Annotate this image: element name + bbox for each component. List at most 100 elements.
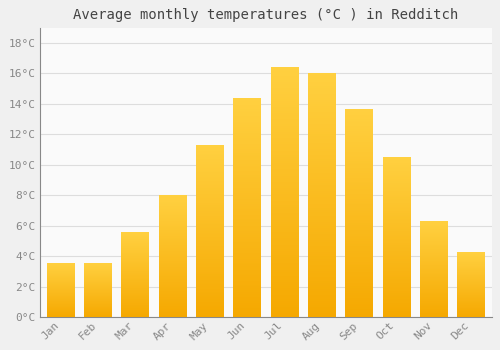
Bar [270,157,298,159]
Bar [270,276,298,278]
Bar [122,242,150,243]
Bar [345,192,373,194]
Bar [382,229,410,231]
Bar [382,203,410,204]
Bar [196,247,224,248]
Bar [234,285,262,286]
Bar [420,283,448,284]
Bar [158,202,186,203]
Bar [84,289,112,290]
Bar [46,283,74,284]
Bar [457,255,485,256]
Bar [420,262,448,263]
Bar [122,310,150,311]
Bar [345,225,373,227]
Bar [46,269,74,270]
Bar [457,266,485,267]
Bar [345,298,373,300]
Bar [196,177,224,178]
Bar [196,155,224,156]
Bar [84,283,112,284]
Bar [84,290,112,291]
Bar [270,71,298,74]
Bar [420,311,448,312]
Bar [420,268,448,269]
Bar [345,278,373,279]
Bar [158,273,186,274]
Bar [234,279,262,281]
Bar [158,251,186,252]
Bar [345,152,373,154]
Bar [308,265,336,267]
Bar [234,182,262,184]
Bar [345,135,373,136]
Bar [345,211,373,213]
Bar [46,282,74,283]
Bar [158,305,186,306]
Bar [270,134,298,136]
Bar [457,285,485,286]
Bar [234,169,262,171]
Bar [382,200,410,201]
Bar [457,267,485,268]
Bar [270,186,298,188]
Bar [84,314,112,315]
Bar [345,281,373,283]
Bar [158,300,186,301]
Bar [345,159,373,161]
Bar [382,279,410,280]
Bar [345,161,373,162]
Bar [308,246,336,248]
Bar [308,228,336,230]
Bar [270,163,298,165]
Bar [382,308,410,309]
Bar [46,262,74,263]
Bar [308,303,336,305]
Bar [345,222,373,223]
Bar [122,238,150,239]
Bar [122,301,150,302]
Bar [122,313,150,314]
Bar [234,220,262,222]
Bar [345,190,373,192]
Bar [345,239,373,241]
Bar [345,166,373,168]
Bar [158,270,186,271]
Bar [345,244,373,246]
Bar [122,290,150,291]
Bar [158,282,186,283]
Bar [84,302,112,303]
Bar [270,278,298,280]
Bar [196,290,224,292]
Bar [345,227,373,229]
Bar [122,269,150,270]
Bar [308,238,336,240]
Bar [270,261,298,263]
Bar [308,124,336,126]
Bar [382,165,410,167]
Bar [84,304,112,305]
Bar [457,282,485,283]
Bar [270,151,298,153]
Bar [158,206,186,208]
Bar [270,228,298,230]
Bar [382,172,410,173]
Bar [308,173,336,175]
Bar [270,219,298,222]
Bar [122,294,150,295]
Bar [234,111,262,112]
Bar [420,232,448,233]
Bar [46,311,74,312]
Bar [122,300,150,301]
Bar [158,208,186,209]
Bar [457,297,485,298]
Bar [382,278,410,279]
Bar [234,164,262,166]
Bar [420,291,448,292]
Bar [196,272,224,273]
Bar [382,186,410,187]
Bar [84,299,112,300]
Bar [457,308,485,309]
Bar [345,206,373,208]
Bar [457,312,485,313]
